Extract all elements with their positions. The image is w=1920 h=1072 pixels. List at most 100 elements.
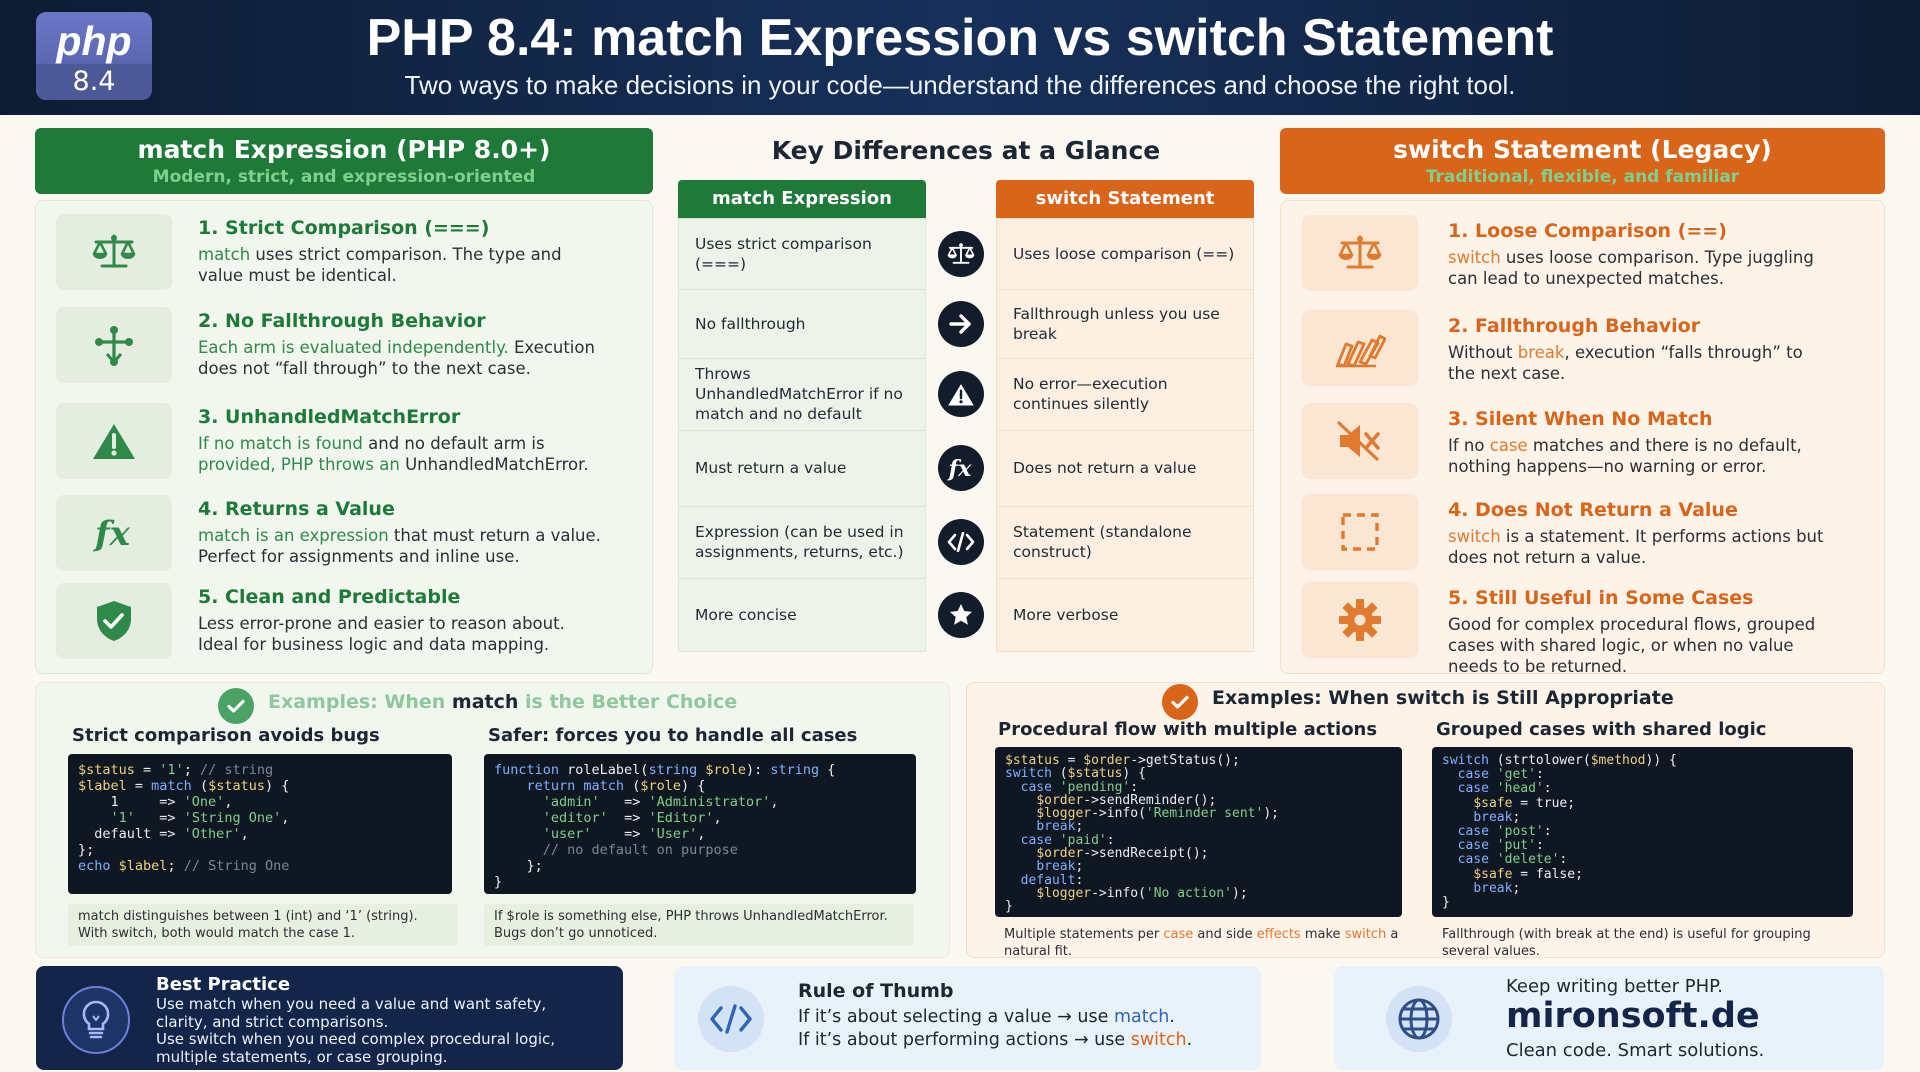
code-token: 'delete' <box>1496 852 1560 868</box>
code-token: , <box>240 826 249 842</box>
best-practice-text: Use match when you need a value and want… <box>156 995 596 1066</box>
code-token: function <box>494 762 560 778</box>
code-token: } <box>1005 899 1013 915</box>
code-token: $label <box>118 858 168 874</box>
php-logo: php 8.4 <box>36 12 152 100</box>
code-line: }; <box>78 842 442 858</box>
text-segment: Fallthrough (with break at the end) is u… <box>1442 927 1811 959</box>
text-segment: Multiple statements per <box>1004 927 1164 942</box>
switch-banner-title: switch Statement (Legacy) <box>1393 135 1772 164</box>
compare-match-cell: Uses strict comparison (===) <box>695 235 872 273</box>
feature-description: If no case matches and there is no defau… <box>1448 435 1833 477</box>
page-title: PHP 8.4: match Expression vs switch Stat… <box>366 9 1554 67</box>
mute-icon <box>1336 420 1380 462</box>
best-practice-box: Best Practice Use match when you need a … <box>36 966 623 1070</box>
dashed-square-icon <box>1302 494 1418 570</box>
rule-title: Rule of Thumb <box>798 980 954 1002</box>
code-token: default => <box>78 826 184 842</box>
code-token: { <box>819 762 836 778</box>
code-token: = <box>1059 753 1084 768</box>
code-line: 1 => 'One', <box>78 794 442 810</box>
code-line: case 'get': <box>1442 768 1843 782</box>
text-segment: Less error-prone and easier to reason ab… <box>198 614 565 654</box>
code-line: break; <box>1005 860 1392 873</box>
highlight-text: match <box>198 245 251 264</box>
compare-switch-cell: Fallthrough unless you use break <box>1013 304 1220 343</box>
switch-example-a-note: Multiple statements per case and side ef… <box>1004 926 1399 960</box>
highlight-text: case <box>1163 927 1194 942</box>
code-token: 'editor' <box>542 810 608 826</box>
code-line: case 'head': <box>1442 782 1843 796</box>
code-token: // string <box>199 762 274 778</box>
scales-icon <box>1302 215 1418 291</box>
code-token: => <box>599 794 649 810</box>
code-token: 'Reminder sent' <box>1145 806 1264 822</box>
code-token: $role <box>640 778 681 794</box>
highlight-text: break <box>1517 343 1565 362</box>
rule-line-1: If it’s about selecting a value → use ma… <box>798 1007 1175 1027</box>
code-token <box>1489 781 1497 796</box>
code-icon <box>938 519 984 565</box>
code-line: 'user' => 'User', <box>494 826 906 842</box>
code-token: : <box>1535 838 1544 854</box>
gear-icon <box>1302 582 1418 658</box>
code-token: } <box>494 874 503 890</box>
text-segment: matches and there is no default, nothing… <box>1448 436 1802 476</box>
compare-switch-cell: Uses loose comparison (==) <box>1013 245 1235 263</box>
code-token: ( <box>191 778 209 794</box>
code-line: $order->sendReceipt(); <box>1005 847 1392 860</box>
row-divider <box>679 506 925 507</box>
branch-icon <box>95 326 133 366</box>
compare-switch-cell: No error—execution continues silently <box>1013 375 1168 413</box>
code-token: ->sendReceipt(); <box>1083 846 1209 862</box>
code-line: $logger->info('Reminder sent'); <box>1005 807 1392 820</box>
text-segment: uses loose comparison. Type juggling can… <box>1448 248 1814 288</box>
code-token: 'Other' <box>183 826 241 842</box>
text-segment: , execution “falls through” to the next … <box>1448 343 1803 383</box>
code-token: $logger <box>1036 806 1092 822</box>
code-line: case 'pending': <box>1005 780 1392 794</box>
code-token <box>1442 810 1473 825</box>
code-token: default <box>1020 872 1076 888</box>
code-token: $status <box>1067 766 1123 782</box>
compare-match-cell: No fallthrough <box>695 314 806 333</box>
code-token: case <box>1020 832 1052 848</box>
row-divider <box>679 578 925 579</box>
code-token: $status <box>1005 753 1060 768</box>
code-token: : <box>1075 872 1084 888</box>
header <box>0 0 1920 115</box>
code-token: ; <box>1512 809 1521 825</box>
text-segment: UnhandledMatchError. <box>399 455 589 474</box>
feature-title: 3. UnhandledMatchError <box>198 406 461 428</box>
code-token: $method <box>1590 753 1646 768</box>
code-token: = true; <box>1512 795 1576 811</box>
code-line: function roleLabel(string $role): string… <box>494 762 906 778</box>
code-token: ); <box>1232 885 1248 901</box>
switch-banner: switch Statement (Legacy) Traditional, f… <box>1280 128 1885 194</box>
brand-site[interactable]: mironsoft.de <box>1506 996 1760 1036</box>
feature-title: 5. Clean and Predictable <box>198 586 461 608</box>
code-token: break <box>1036 859 1076 875</box>
code-token: ->sendReminder(); <box>1083 792 1217 808</box>
code-line: $safe = false; <box>1442 866 1843 882</box>
text-segment: If no <box>1448 436 1490 455</box>
code-line: 'editor' => 'Editor', <box>494 810 906 826</box>
match-example-b-title: Safer: forces you to handle all cases <box>488 725 858 746</box>
feature-title: 5. Still Useful in Some Cases <box>1448 587 1754 609</box>
code-token: = false; <box>1512 866 1583 882</box>
highlight-text: effects <box>1256 927 1301 942</box>
code-token: string <box>770 762 820 778</box>
feature-description: Good for complex procedural flows, group… <box>1448 614 1833 677</box>
code-token: '1' <box>110 810 135 826</box>
code-token: $role <box>705 762 746 778</box>
code-token <box>111 858 119 874</box>
compare-match-cell: More concise <box>695 606 797 624</box>
fx-icon: fx <box>56 495 172 571</box>
code-token: ) { <box>680 778 706 794</box>
code-token: return match <box>526 778 625 794</box>
code-line: case 'post': <box>1442 824 1843 839</box>
scales-icon <box>92 234 136 268</box>
code-token: 'User' <box>648 826 698 842</box>
code-token: $order <box>1036 792 1084 808</box>
feature-description: Each arm is evaluated independently. Exe… <box>198 337 603 379</box>
